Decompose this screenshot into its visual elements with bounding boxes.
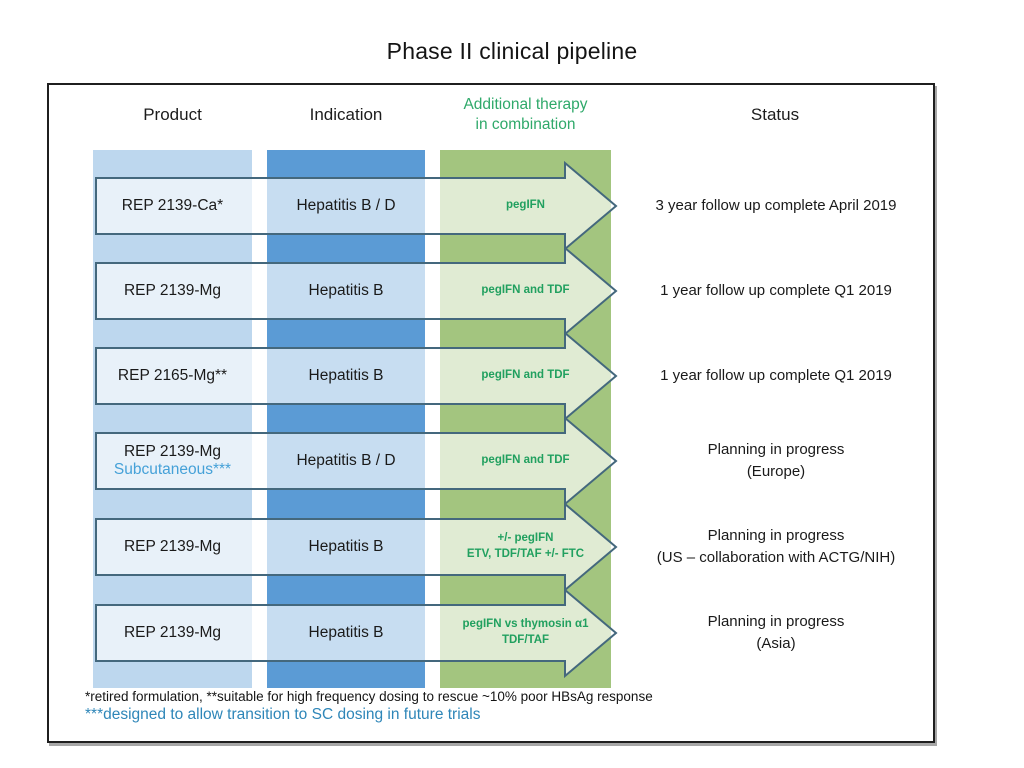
product-name: REP 2139-Mg <box>123 443 222 460</box>
therapy-cell: pegIFN <box>440 160 611 252</box>
indication-cell: Hepatitis B <box>308 624 384 641</box>
pipeline-row: REP 2139-Mg Hepatitis B pegIFN vs thymos… <box>49 587 935 679</box>
therapy-line1: pegIFN and TDF <box>481 284 570 297</box>
status-line1: Planning in progress <box>707 527 845 545</box>
footnote-sc-dosing: ***designed to allow transition to SC do… <box>85 706 481 723</box>
product-name: REP 2165-Mg** <box>117 367 228 384</box>
therapy-column-band <box>440 150 611 688</box>
therapy-line1: +/- pegIFN <box>497 532 554 545</box>
product-cell: REP 2139-Mg <box>93 501 252 593</box>
therapy-header-line1: Additional therapy <box>463 96 588 113</box>
therapy-header-line2: in combination <box>475 116 576 134</box>
therapy-line1: pegIFN and TDF <box>481 454 570 467</box>
status-line2: (Europe) <box>746 463 806 480</box>
product-cell: REP 2139-Mg <box>93 587 252 679</box>
therapy-line2: ETV, TDF/TAF +/- FTC <box>466 548 585 560</box>
indication-column-band <box>267 150 425 688</box>
status-cell: Planning in progress (Asia) <box>621 587 931 679</box>
therapy-line1: pegIFN and TDF <box>481 369 570 382</box>
pipeline-row: REP 2139-Mg Hepatitis B pegIFN and TDF 1… <box>49 245 935 337</box>
status-line1: 1 year follow up complete Q1 2019 <box>660 367 892 385</box>
therapy-line2: TDF/TAF <box>501 634 550 646</box>
therapy-cell: pegIFN and TDF <box>440 245 611 337</box>
pipeline-row: REP 2139-Ca* Hepatitis B / D pegIFN 3 ye… <box>49 160 935 252</box>
pipeline-arrow <box>95 501 618 593</box>
pipeline-arrow <box>95 587 618 679</box>
therapy-cell: pegIFN and TDF <box>440 415 611 507</box>
status-cell: 1 year follow up complete Q1 2019 <box>621 330 931 422</box>
therapy-cell: pegIFN and TDF <box>440 330 611 422</box>
indication-cell: Hepatitis B <box>308 282 384 299</box>
page-title: Phase II clinical pipeline <box>386 38 638 64</box>
status-line1: Planning in progress <box>707 441 845 459</box>
status-line1: Planning in progress <box>707 613 845 631</box>
status-cell: 3 year follow up complete April 2019 <box>621 160 931 252</box>
status-line1: 1 year follow up complete Q1 2019 <box>660 282 892 300</box>
indication-cell: Hepatitis B <box>308 367 384 384</box>
product-name: REP 2139-Mg <box>123 538 222 555</box>
product-name: REP 2139-Ca* <box>121 197 224 214</box>
therapy-cell: +/- pegIFN ETV, TDF/TAF +/- FTC <box>440 501 611 593</box>
pipeline-table: Product Indication Additional therapy in… <box>47 83 935 743</box>
status-cell: Planning in progress (Europe) <box>621 415 931 507</box>
column-header-status: Status <box>750 105 800 124</box>
status-cell: 1 year follow up complete Q1 2019 <box>621 245 931 337</box>
indication-cell: Hepatitis B / D <box>296 197 396 214</box>
product-subname: Subcutaneous*** <box>113 461 232 478</box>
pipeline-arrow <box>95 415 618 507</box>
therapy-line1: pegIFN <box>506 199 545 212</box>
status-line1: 3 year follow up complete April 2019 <box>655 197 897 215</box>
product-cell: REP 2139-Mg Subcutaneous*** <box>93 415 252 507</box>
product-cell: REP 2139-Ca* <box>93 160 252 252</box>
product-name: REP 2139-Mg <box>123 624 222 641</box>
column-header-product: Product <box>143 105 202 124</box>
product-cell: REP 2139-Mg <box>93 245 252 337</box>
pipeline-arrow <box>95 330 618 422</box>
status-cell: Planning in progress (US – collaboration… <box>621 501 931 593</box>
product-name: REP 2139-Mg <box>123 282 222 299</box>
product-column-band <box>93 150 252 688</box>
column-header-indication: Indication <box>309 105 383 124</box>
indication-cell: Hepatitis B / D <box>296 452 396 469</box>
pipeline-arrow <box>95 245 618 337</box>
pipeline-arrow <box>95 160 618 252</box>
column-header-therapy: Additional therapy in combination <box>430 95 621 135</box>
product-cell: REP 2165-Mg** <box>93 330 252 422</box>
indication-cell: Hepatitis B <box>308 538 384 555</box>
pipeline-row: REP 2139-Mg Subcutaneous*** Hepatitis B … <box>49 415 935 507</box>
therapy-line1: pegIFN vs thymosin α1 <box>462 618 589 631</box>
footnote-asterisks: *retired formulation, **suitable for hig… <box>85 689 653 704</box>
pipeline-row: REP 2165-Mg** Hepatitis B pegIFN and TDF… <box>49 330 935 422</box>
therapy-cell: pegIFN vs thymosin α1 TDF/TAF <box>440 587 611 679</box>
pipeline-row: REP 2139-Mg Hepatitis B +/- pegIFN ETV, … <box>49 501 935 593</box>
status-line2: (US – collaboration with ACTG/NIH) <box>656 549 896 566</box>
status-line2: (Asia) <box>756 635 796 652</box>
